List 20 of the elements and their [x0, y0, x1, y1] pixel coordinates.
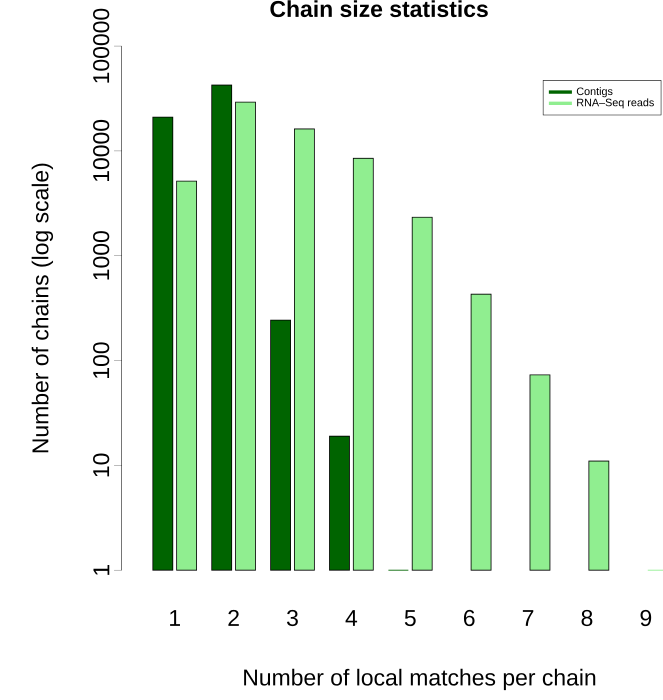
y-tick-label: 1 [93, 564, 110, 575]
legend-label: Contigs [576, 87, 612, 98]
x-tick-label: 7 [522, 610, 534, 626]
x-tick-label: 8 [582, 610, 592, 626]
x-tick-label: 3 [286, 610, 298, 626]
x-tick-label: 5 [404, 610, 416, 626]
x-tick-label: 1 [170, 610, 180, 626]
x-tick-label: 6 [464, 610, 474, 626]
y-tick-label: 10 [92, 454, 110, 476]
y-tick-label: 100 [92, 342, 110, 378]
x-tick-label: 4 [345, 610, 358, 626]
y-tick-label: 1000 [92, 231, 110, 280]
x-axis-title: Number of local matches per chain [244, 668, 596, 690]
y-tick-label: 10000 [92, 120, 110, 182]
x-tick-label: 2 [228, 610, 239, 626]
y-tick-label: 100000 [92, 8, 110, 83]
chart-title: Chain size statistics [270, 0, 488, 18]
y-axis-title: Number of chains (log scale) [32, 164, 53, 452]
x-tick-label: 9 [640, 610, 652, 626]
legend-label: RNA–Seq reads [577, 98, 654, 108]
